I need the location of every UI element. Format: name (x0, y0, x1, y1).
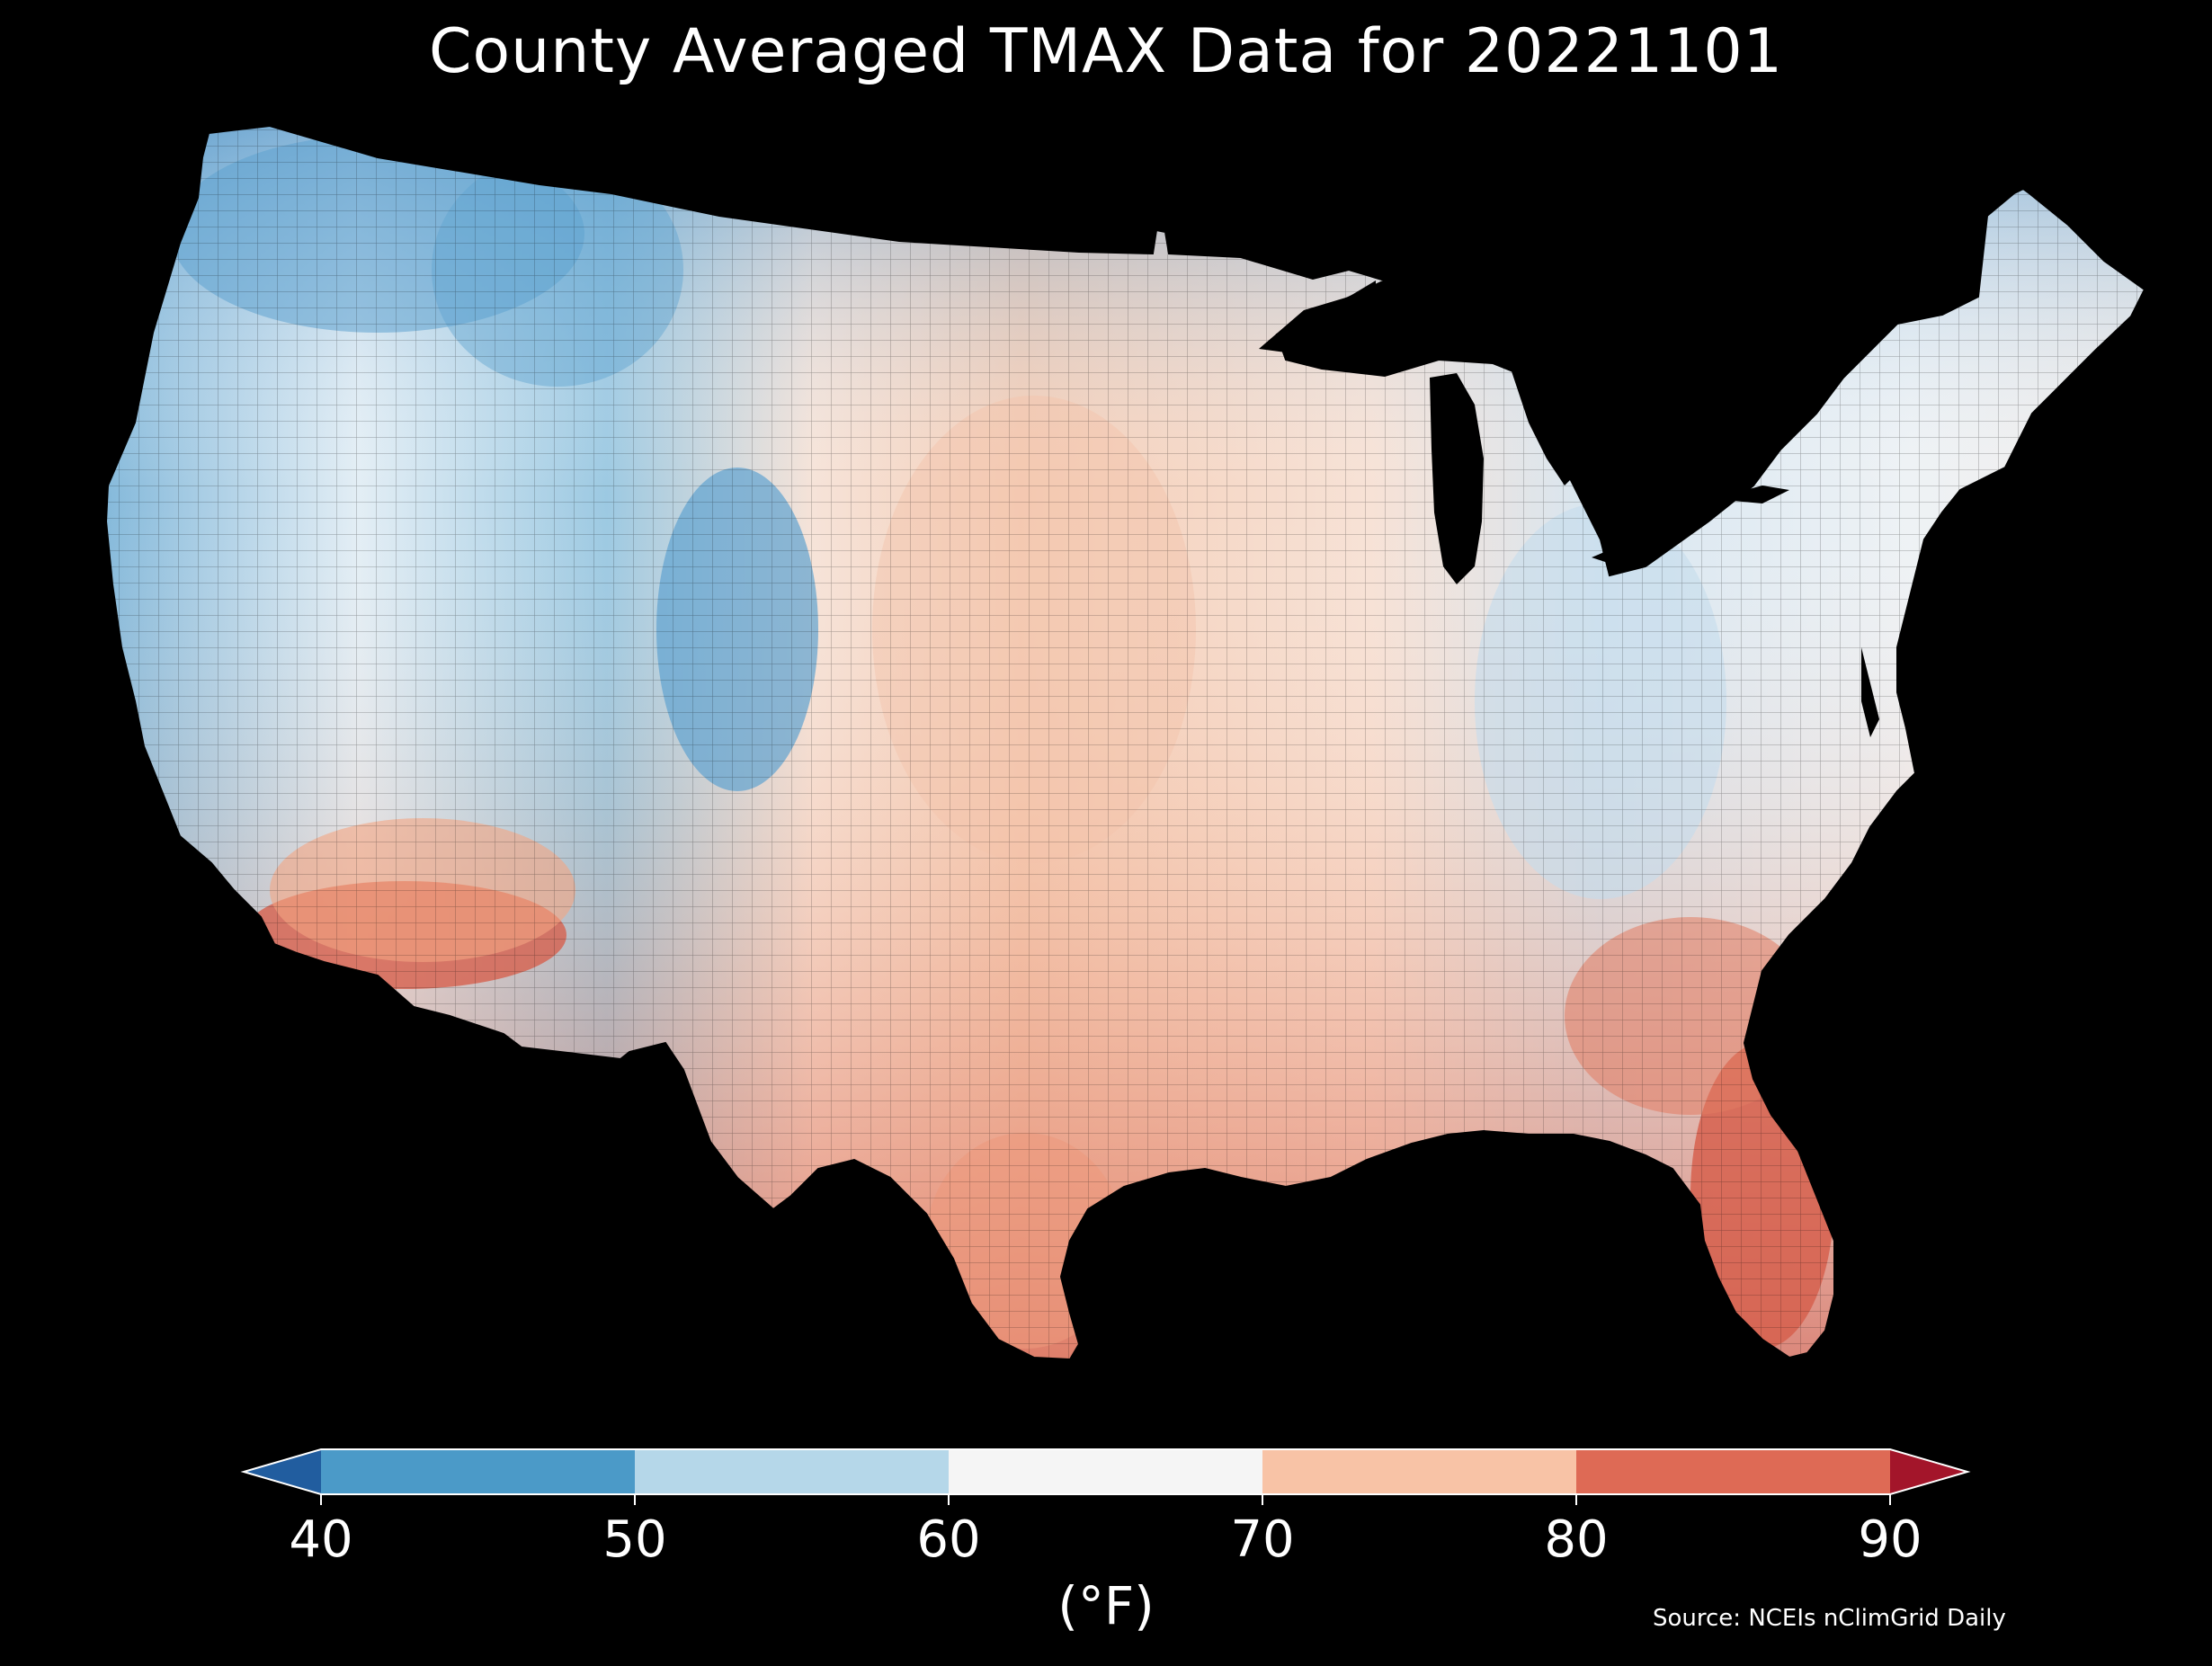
chart-title: County Averaged TMAX Data for 20221101 (429, 16, 1783, 87)
colorbar-unit-label: (°F) (1057, 1575, 1155, 1636)
chesapeake-bay (1861, 647, 1879, 737)
colorbar-ticks (320, 1494, 1891, 1505)
colorbar-bin-3 (1262, 1449, 1576, 1494)
colorbar-bin-0 (321, 1449, 635, 1494)
colorbar-tick-label: 80 (1544, 1510, 1609, 1569)
colorbar (240, 1448, 1971, 1495)
source-attribution: Source: NCEIs nClimGrid Daily (1653, 1605, 2006, 1632)
colorbar-bin-4 (1576, 1449, 1890, 1494)
lake-michigan (1430, 373, 1484, 584)
colorbar-tick-label: 70 (1230, 1510, 1295, 1569)
lake-ontario (1713, 486, 1789, 503)
colorbar-tick-label: 50 (602, 1510, 667, 1569)
colorbar-tick-label: 60 (916, 1510, 981, 1569)
great-lakes (1259, 281, 1879, 737)
lake-erie (1592, 530, 1681, 566)
colorbar-bin-2 (949, 1449, 1262, 1494)
colorbar-bin-1 (635, 1449, 949, 1494)
colorbar-over-extension (1890, 1449, 1967, 1494)
lake-superior (1259, 281, 1376, 352)
lake-huron (1511, 360, 1592, 486)
colorbar-tick-label: 90 (1858, 1510, 1922, 1569)
colorbar-under-extension (244, 1449, 321, 1494)
colorbar-tick-label: 40 (289, 1510, 353, 1569)
